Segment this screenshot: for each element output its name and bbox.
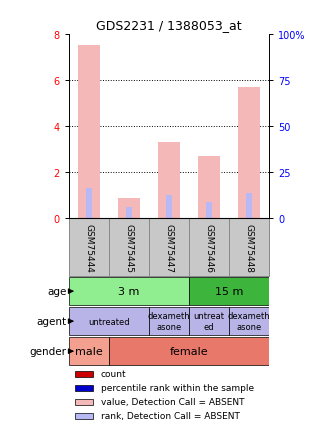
Text: age: age: [48, 286, 67, 296]
Bar: [86, 189, 92, 219]
Bar: [69, 219, 109, 276]
Text: GSM75448: GSM75448: [245, 223, 254, 272]
Text: 3 m: 3 m: [118, 286, 140, 296]
Text: count: count: [101, 369, 126, 378]
Text: GSM75444: GSM75444: [85, 224, 93, 272]
Text: rank, Detection Call = ABSENT: rank, Detection Call = ABSENT: [101, 411, 240, 420]
Text: GSM75446: GSM75446: [205, 223, 213, 272]
Bar: [238, 88, 260, 219]
Text: value, Detection Call = ABSENT: value, Detection Call = ABSENT: [101, 397, 244, 406]
Bar: [149, 219, 189, 276]
Text: gender: gender: [30, 346, 67, 356]
Title: GDS2231 / 1388053_at: GDS2231 / 1388053_at: [96, 19, 242, 32]
Bar: [69, 308, 149, 335]
Text: GSM75445: GSM75445: [125, 223, 133, 272]
Text: 15 m: 15 m: [215, 286, 243, 296]
Bar: [189, 219, 229, 276]
Bar: [78, 46, 100, 219]
Bar: [189, 278, 269, 305]
Bar: [198, 157, 220, 219]
Text: untreated: untreated: [88, 317, 130, 326]
Bar: [166, 196, 172, 219]
Bar: [189, 308, 229, 335]
Text: female: female: [170, 346, 208, 356]
Bar: [158, 143, 180, 219]
Bar: [109, 219, 149, 276]
Text: percentile rank within the sample: percentile rank within the sample: [101, 383, 254, 392]
Bar: [75, 385, 93, 391]
Bar: [229, 308, 269, 335]
Bar: [75, 371, 93, 377]
Bar: [109, 338, 269, 365]
Bar: [229, 219, 269, 276]
Bar: [118, 198, 140, 219]
Bar: [69, 338, 109, 365]
Text: agent: agent: [37, 316, 67, 326]
Text: GSM75447: GSM75447: [165, 223, 173, 272]
Bar: [75, 399, 93, 404]
Text: male: male: [75, 346, 103, 356]
Bar: [206, 203, 212, 219]
Bar: [75, 413, 93, 418]
Text: dexameth
asone: dexameth asone: [228, 312, 270, 331]
Text: dexameth
asone: dexameth asone: [148, 312, 190, 331]
Bar: [149, 308, 189, 335]
Text: untreat
ed: untreat ed: [193, 312, 225, 331]
Bar: [246, 194, 252, 219]
Bar: [69, 278, 189, 305]
Bar: [126, 207, 132, 219]
